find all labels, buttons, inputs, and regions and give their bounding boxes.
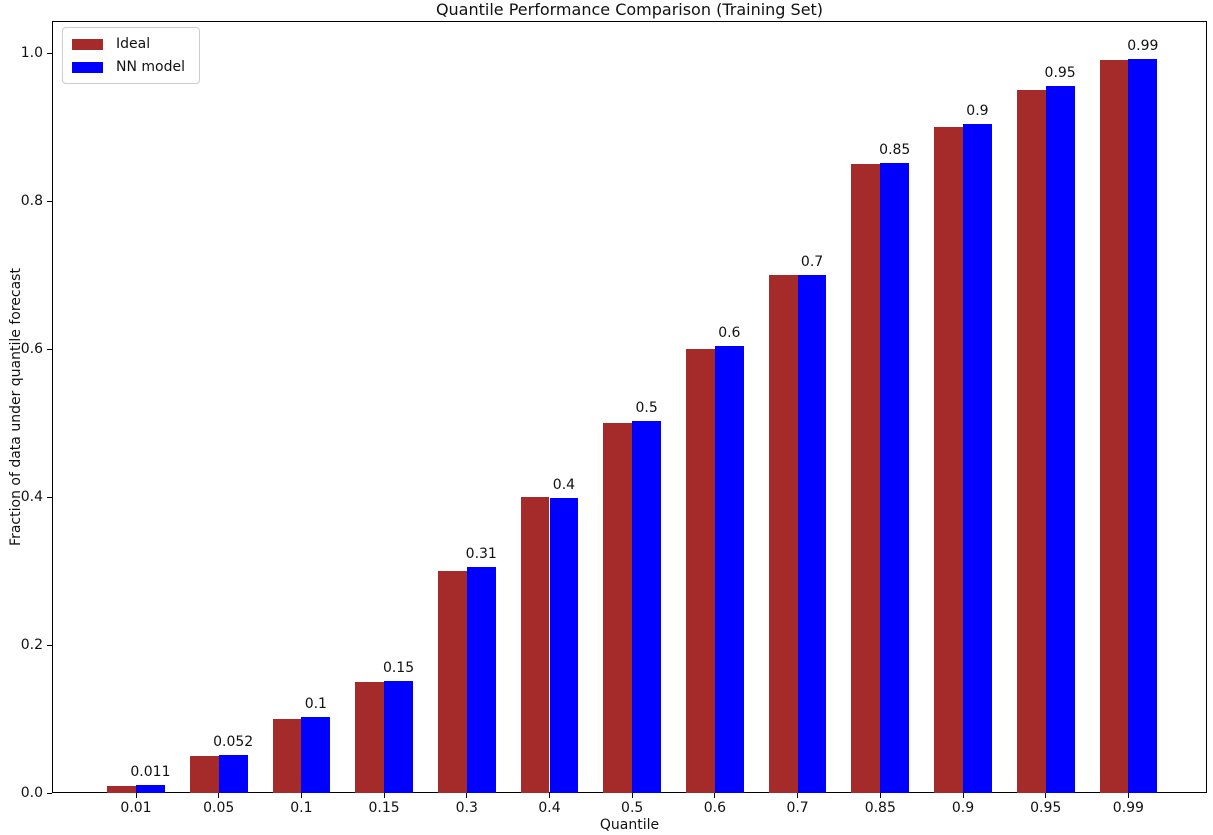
bar-nn-model <box>880 163 910 793</box>
legend-item: NN model <box>72 59 185 75</box>
bar-nn-model <box>136 784 165 793</box>
bar-ideal <box>272 719 302 793</box>
bar-ideal <box>520 497 550 793</box>
x-tick-label: 0.7 <box>786 800 809 816</box>
x-tick-mark <box>135 793 137 798</box>
x-tick-label: 0.6 <box>703 800 727 816</box>
x-tick-label: 0.85 <box>864 800 896 816</box>
x-tick-mark <box>466 793 468 798</box>
bar-value-label: 0.7 <box>800 254 824 270</box>
x-tick-mark <box>962 793 964 798</box>
bar-ideal <box>686 349 715 793</box>
y-tick-mark <box>47 200 52 202</box>
legend-label: Ideal <box>116 36 151 52</box>
x-tick-label: 0.4 <box>538 800 561 816</box>
y-tick-mark <box>47 348 52 350</box>
y-tick-label: 0.4 <box>20 489 43 505</box>
bar-ideal <box>189 756 219 793</box>
legend-label: NN model <box>116 59 185 75</box>
x-axis-label: Quantile <box>599 817 660 833</box>
x-tick-label: 0.01 <box>120 800 152 816</box>
legend-item: Ideal <box>72 36 185 52</box>
x-tick-label: 0.99 <box>1112 800 1144 816</box>
y-tick-label: 0.6 <box>20 341 43 357</box>
x-tick-mark <box>797 793 799 798</box>
y-tick-mark <box>47 52 52 54</box>
y-tick-mark <box>47 496 52 498</box>
bar-nn-model <box>963 124 992 793</box>
bar-ideal <box>934 127 963 793</box>
y-tick-label: 1.0 <box>20 45 43 61</box>
bar-nn-model <box>714 346 744 793</box>
x-tick-mark <box>631 793 633 798</box>
bar-nn-model <box>466 567 496 793</box>
x-tick-mark <box>1127 793 1129 798</box>
bar-value-label: 0.052 <box>213 733 254 750</box>
legend-swatch <box>72 61 103 73</box>
y-tick-mark <box>47 644 52 646</box>
bar-ideal <box>1016 90 1046 793</box>
bar-nn-model <box>218 754 248 793</box>
bar-nn-model <box>384 680 413 793</box>
bar-ideal <box>603 423 633 793</box>
x-tick-mark <box>714 793 716 798</box>
bar-ideal <box>355 682 385 793</box>
x-tick-mark <box>300 793 302 798</box>
bar-value-label: 0.85 <box>879 142 911 159</box>
bar-ideal <box>851 164 881 793</box>
bar-ideal <box>107 785 136 793</box>
x-tick-mark <box>549 793 550 798</box>
x-tick-label: 0.15 <box>368 800 400 816</box>
bar-nn-model <box>1045 86 1075 793</box>
bar-ideal <box>768 275 798 793</box>
bar-value-label: 0.95 <box>1044 65 1076 82</box>
bar-value-label: 0.4 <box>552 477 576 494</box>
bar-nn-model <box>797 275 827 793</box>
legend-swatch <box>72 38 103 50</box>
x-tick-label: 0.1 <box>290 800 313 816</box>
x-tick-mark <box>383 793 385 798</box>
bar-value-label: 0.99 <box>1127 37 1159 54</box>
x-tick-mark <box>218 793 220 798</box>
y-tick-mark <box>47 792 52 794</box>
y-tick-label: 0.0 <box>20 785 43 801</box>
bar-value-label: 0.15 <box>382 659 415 676</box>
x-tick-mark <box>1045 793 1047 798</box>
x-tick-label: 0.95 <box>1030 800 1062 816</box>
chart-title: Quantile Performance Comparison (Trainin… <box>435 0 824 19</box>
x-tick-label: 0.3 <box>455 800 478 816</box>
x-tick-mark <box>879 793 881 798</box>
y-tick-label: 0.8 <box>20 193 43 209</box>
bar-value-label: 0.31 <box>465 546 497 563</box>
bar-nn-model <box>1128 58 1158 793</box>
bar-value-label: 0.5 <box>635 399 658 416</box>
bar-nn-model <box>549 498 579 793</box>
bar-ideal <box>437 571 467 793</box>
x-tick-label: 0.5 <box>621 800 644 816</box>
x-tick-label: 0.05 <box>203 800 235 816</box>
bar-value-label: 0.9 <box>966 103 989 120</box>
x-tick-label: 0.9 <box>951 800 975 816</box>
bar-value-label: 0.011 <box>130 763 171 780</box>
bar-ideal <box>1099 60 1129 793</box>
legend: Ideal NN model <box>62 27 200 84</box>
bar-nn-model <box>632 420 662 793</box>
bar-value-label: 0.1 <box>304 695 327 712</box>
bar-value-label: 0.6 <box>718 325 741 342</box>
y-tick-label: 0.2 <box>20 637 43 653</box>
bar-nn-model <box>301 716 331 793</box>
